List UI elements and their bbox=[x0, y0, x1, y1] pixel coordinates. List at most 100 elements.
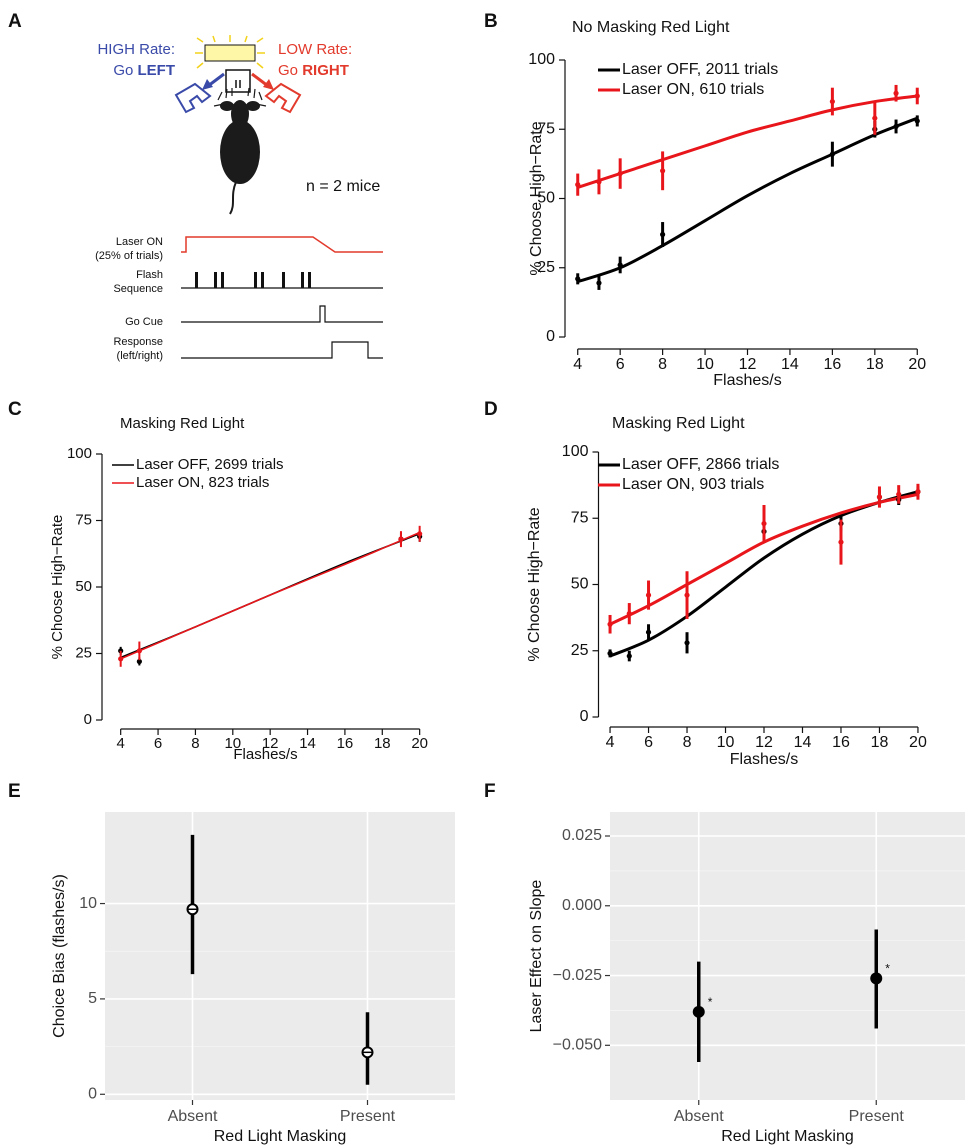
x-tick-label: Absent bbox=[674, 1108, 724, 1125]
flash-pulses bbox=[195, 272, 311, 288]
chart-B: 0 25 50 75 100 4 6 8 10 12 14 16 18 20 Flashes/s % Choo… bbox=[528, 19, 926, 389]
x-tick-label: 8 bbox=[658, 356, 667, 373]
y-tick-label: 75 bbox=[75, 511, 92, 528]
data-point bbox=[136, 658, 142, 665]
x-tick-label: 8 bbox=[683, 734, 692, 751]
n-mice: n = 2 mice bbox=[306, 178, 380, 195]
fit-curve bbox=[120, 531, 420, 660]
data-point bbox=[617, 170, 623, 177]
x-tick-label: 14 bbox=[781, 356, 799, 373]
data-point bbox=[660, 231, 666, 238]
timeline-label: Laser ON bbox=[116, 236, 163, 248]
data-point bbox=[596, 179, 602, 185]
y-tick-label: 25 bbox=[537, 259, 555, 276]
high-rate-label: HIGH Rate: bbox=[97, 41, 175, 58]
data-point bbox=[417, 531, 423, 537]
x-axis-title: Red Light Masking bbox=[214, 1128, 347, 1145]
y-tick-label: 50 bbox=[537, 190, 555, 207]
significance-mark: * bbox=[708, 995, 713, 1009]
legend-label: Laser OFF, 2866 trials bbox=[622, 456, 779, 473]
x-tick-label: 16 bbox=[337, 735, 354, 752]
legend-label: Laser ON, 823 trials bbox=[136, 474, 269, 491]
y-tick-label: 10 bbox=[79, 895, 97, 912]
go-cue-trace bbox=[181, 305, 383, 323]
panel-letter: E bbox=[8, 781, 21, 802]
right-arrowhead bbox=[263, 79, 274, 90]
data-point bbox=[872, 115, 878, 121]
data-point bbox=[118, 656, 124, 662]
data-point bbox=[645, 592, 652, 598]
data-point bbox=[596, 280, 602, 286]
y-tick-label: 100 bbox=[528, 51, 555, 68]
y-tick-label: 100 bbox=[562, 443, 589, 460]
fit-curve bbox=[577, 94, 918, 189]
data-point bbox=[838, 539, 844, 545]
y-tick-label: 0.025 bbox=[562, 827, 602, 844]
x-tick-label: 18 bbox=[866, 356, 884, 373]
x-axis-title: Flashes/s bbox=[713, 372, 781, 389]
plot-background bbox=[105, 812, 455, 1100]
y-tick-label: 0 bbox=[580, 708, 589, 725]
x-tick-label: 20 bbox=[909, 734, 927, 751]
data-point bbox=[607, 621, 613, 627]
laser-trace bbox=[181, 236, 383, 253]
data-point bbox=[398, 536, 404, 542]
fit-curve bbox=[577, 116, 918, 284]
x-tick-label: Present bbox=[340, 1108, 396, 1125]
x-tick-label: 6 bbox=[644, 734, 653, 751]
go-word: Go bbox=[113, 62, 133, 79]
data-point bbox=[617, 262, 623, 268]
data-point bbox=[626, 653, 632, 659]
mouse bbox=[213, 87, 267, 215]
y-tick-label: 0 bbox=[546, 328, 555, 345]
x-tick-label: 18 bbox=[374, 735, 391, 752]
x-tick-label: 4 bbox=[606, 734, 615, 751]
chart-title: Masking Red Light bbox=[612, 415, 745, 432]
panel-letter: D bbox=[484, 399, 498, 420]
y-tick-label: 25 bbox=[571, 642, 589, 659]
side-word: RIGHT bbox=[302, 62, 349, 79]
y-axis-title: Choice Bias (flashes/s) bbox=[51, 874, 68, 1038]
light-rays bbox=[195, 35, 265, 69]
y-axis-title: % Choose High−Rate bbox=[526, 507, 543, 661]
data-point bbox=[692, 1005, 705, 1018]
x-tick-label: 20 bbox=[411, 735, 428, 752]
x-tick-label: 12 bbox=[755, 734, 773, 751]
panel-letter: A bbox=[8, 11, 22, 32]
chart-E: 0 5 10 Absent Present Red Light Masking Choice… bbox=[51, 812, 455, 1145]
data-point bbox=[893, 123, 899, 130]
timeline-label: Go Cue bbox=[125, 316, 163, 328]
legend-label: Laser ON, 610 trials bbox=[622, 81, 764, 98]
y-tick-label: 75 bbox=[537, 120, 555, 137]
y-tick-label: −0.050 bbox=[553, 1037, 602, 1054]
x-tick-label: 4 bbox=[117, 735, 125, 752]
panel-letter: C bbox=[8, 399, 22, 420]
chart-C: 0 25 50 75 100 4 6 8 10 12 14 16 18 20 Flashes/s % Choo… bbox=[49, 415, 428, 763]
high-rate-go: Go LEFT bbox=[113, 62, 175, 79]
x-tick-label: 10 bbox=[696, 356, 714, 373]
x-axis-title: Flashes/s bbox=[233, 746, 297, 763]
x-tick-label: 16 bbox=[823, 356, 841, 373]
plot-background bbox=[610, 812, 965, 1100]
panel-letter: B bbox=[484, 11, 498, 32]
y-tick-label: 0 bbox=[84, 711, 92, 728]
led-panel bbox=[204, 44, 256, 62]
y-axis-title: % Choose High−Rate bbox=[528, 121, 545, 275]
chart-title: No Masking Red Light bbox=[572, 19, 730, 36]
go-word: Go bbox=[278, 62, 298, 79]
panel-a: A HIGH Rate: Go LEFT LOW Rate: Go RIGHT … bbox=[8, 11, 383, 362]
x-axis-title: Red Light Masking bbox=[721, 1128, 854, 1145]
x-tick-label: 16 bbox=[832, 734, 850, 751]
significance-mark: * bbox=[885, 961, 890, 975]
y-tick-label: −0.025 bbox=[553, 967, 602, 984]
y-tick-label: 0.000 bbox=[562, 897, 602, 914]
data-point bbox=[136, 648, 142, 654]
x-tick-label: 20 bbox=[908, 356, 926, 373]
y-axis-title: % Choose High−Rate bbox=[49, 515, 66, 660]
x-tick-label: 14 bbox=[299, 735, 316, 752]
data-point bbox=[575, 276, 581, 282]
timeline-label: (left/right) bbox=[117, 350, 163, 362]
chart-F: 0.025 0.000 −0.025 −0.050 Absent Present Red L… bbox=[528, 812, 965, 1145]
